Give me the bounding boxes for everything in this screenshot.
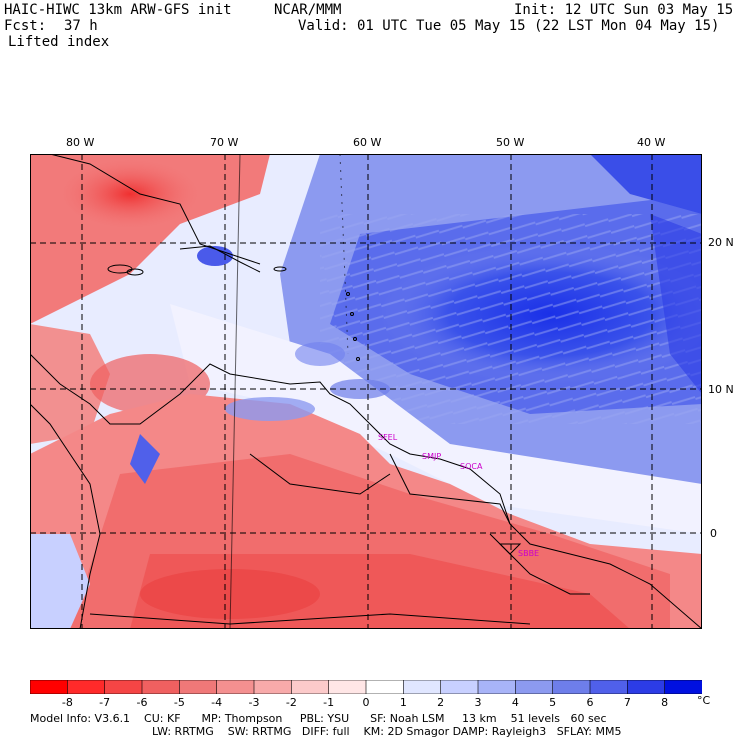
- lon-label-70w: 70 W: [210, 136, 239, 149]
- colorbar-swatch: [179, 680, 218, 694]
- field-name: Lifted index: [8, 34, 110, 50]
- colorbar-swatch: [627, 680, 666, 694]
- colorbar-swatch: [664, 680, 702, 694]
- colorbar-unit: °C: [697, 694, 711, 707]
- coastlines: [30, 154, 702, 629]
- colorbar-swatch: [328, 680, 367, 694]
- colorbar-tick-label: 8: [661, 696, 669, 709]
- forecast-hour: 37 h: [64, 18, 98, 34]
- model-info-line2: LW: RRTMG SW: RRTMG DIFF: full KM: 2D Sm…: [152, 725, 622, 738]
- forecast-label: Fcst:: [4, 18, 47, 34]
- colorbar-tick-label: 2: [437, 696, 445, 709]
- colorbar-tick-label: 6: [586, 696, 594, 709]
- lat-label-0: 0: [710, 527, 717, 540]
- colorbar-swatch: [216, 680, 255, 694]
- colorbar-tick-label: -7: [99, 696, 111, 709]
- colorbar-tick-label: 0: [362, 696, 370, 709]
- colorbar-swatch: [589, 680, 629, 694]
- colorbar-tick-label: -5: [173, 696, 185, 709]
- colorbar-swatch: [477, 680, 517, 694]
- colorbar-swatch: [515, 680, 554, 694]
- colorbar-swatch: [365, 680, 405, 694]
- colorbar-tick-label: 5: [549, 696, 557, 709]
- model-info-line1: Model Info: V3.6.1 CU: KF MP: Thompson P…: [30, 712, 607, 725]
- colorbar-tick-label: -2: [285, 696, 297, 709]
- station-soca: SOCA: [460, 462, 483, 471]
- colorbar-tick-label: -6: [136, 696, 148, 709]
- run-title: HAIC-HIWC 13km ARW-GFS init: [4, 2, 232, 18]
- colorbar-swatch: [403, 680, 442, 694]
- colorbar-swatch: [291, 680, 330, 694]
- colorbar-swatch: [67, 680, 106, 694]
- colorbar-tick-label: -4: [211, 696, 223, 709]
- colorbar-swatch: [440, 680, 479, 694]
- lat-lon-grid: [30, 154, 702, 629]
- colorbar-swatch: [104, 680, 143, 694]
- lat-label-10n: 10 N: [708, 383, 734, 396]
- organization: NCAR/MMM: [274, 2, 342, 18]
- colorbar-tick-label: -1: [323, 696, 335, 709]
- lat-label-20n: 20 N: [708, 236, 734, 249]
- colorbar-swatch: [141, 680, 181, 694]
- colorbar-tick-label: 7: [623, 696, 631, 709]
- init-time: Init: 12 UTC Sun 03 May 15: [514, 2, 734, 18]
- colorbar-swatch: [253, 680, 293, 694]
- station-sbbe: SBBE: [518, 549, 539, 558]
- lon-label-60w: 60 W: [353, 136, 382, 149]
- lifted-index-map: SFEL SMJP SOCA SBBE: [30, 154, 702, 629]
- colorbar-swatch: [30, 680, 69, 694]
- lon-label-50w: 50 W: [496, 136, 525, 149]
- valid-time: Valid: 01 UTC Tue 05 May 15 (22 LST Mon …: [298, 18, 720, 34]
- lon-label-80w: 80 W: [66, 136, 95, 149]
- colorbar-tick-label: 1: [399, 696, 407, 709]
- colorbar-tick-label: 3: [474, 696, 482, 709]
- colorbar-tick-label: -3: [248, 696, 260, 709]
- colorbar-tick-label: -8: [61, 696, 73, 709]
- station-smjp: SMJP: [422, 452, 441, 461]
- colorbar-tick-label: 4: [511, 696, 519, 709]
- lon-label-40w: 40 W: [637, 136, 666, 149]
- station-sfel: SFEL: [378, 433, 398, 442]
- colorbar-swatch: [552, 680, 591, 694]
- colorbar: [30, 680, 702, 694]
